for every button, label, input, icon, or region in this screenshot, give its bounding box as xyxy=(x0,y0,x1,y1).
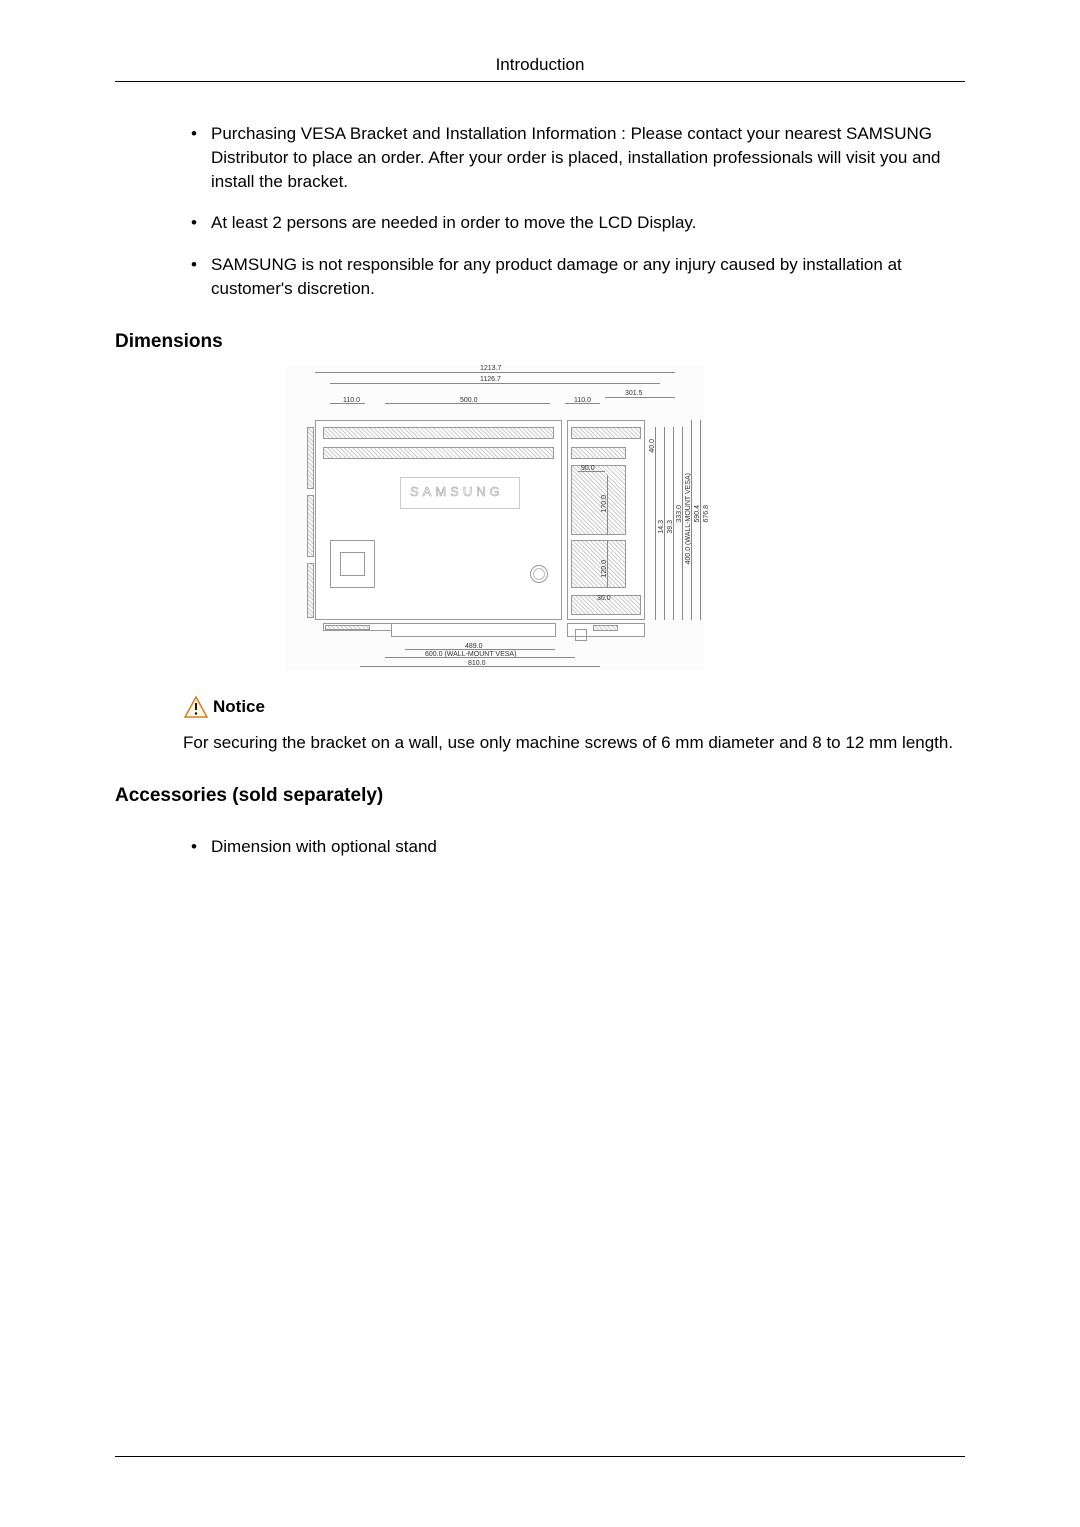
bullet-item: SAMSUNG is not responsible for any produ… xyxy=(183,253,965,301)
dim-label: 301.5 xyxy=(625,390,643,397)
dimensions-heading: Dimensions xyxy=(115,331,965,353)
page-header: Introduction xyxy=(115,55,965,82)
dim-label: 1213.7 xyxy=(480,365,501,372)
notice-row: Notice xyxy=(115,695,965,719)
accessories-item: Dimension with optional stand xyxy=(183,835,965,859)
dim-label: 30.0 xyxy=(597,595,611,602)
dim-label: 1126.7 xyxy=(480,376,501,383)
intro-bullets-container: Purchasing VESA Bracket and Installation… xyxy=(115,122,965,301)
accessories-list: Dimension with optional stand xyxy=(115,835,965,859)
bullet-list: Purchasing VESA Bracket and Installation… xyxy=(183,122,965,301)
accessories-heading: Accessories (sold separately) xyxy=(115,785,965,807)
footer-divider xyxy=(115,1456,965,1457)
bullet-item: Purchasing VESA Bracket and Installation… xyxy=(183,122,965,193)
dimensions-diagram: 1213.7 1126.7 110.0 500.0 110.0 301.5 xyxy=(285,365,965,670)
notice-label: Notice xyxy=(213,697,265,717)
dim-label: 676.8 xyxy=(703,505,710,523)
samsung-logo: SAMSUNG xyxy=(410,484,504,499)
notice-text: For securing the bracket on a wall, use … xyxy=(115,731,965,755)
warning-icon xyxy=(183,695,209,719)
bullet-item: At least 2 persons are needed in order t… xyxy=(183,211,965,235)
